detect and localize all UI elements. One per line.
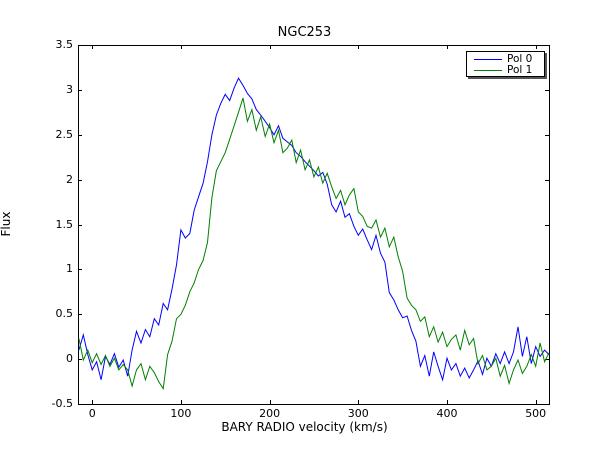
y-axis-label: Flux (0, 211, 13, 237)
legend-entry-pol1: Pol 1 (467, 64, 546, 76)
y-tick-label: 0 (66, 352, 73, 366)
y-tick-label: 3 (66, 82, 73, 96)
x-tick-label: 0 (88, 407, 96, 420)
x-tick-label: 300 (347, 407, 369, 420)
axes-frame (78, 45, 550, 405)
y-tick-label: 2 (66, 172, 73, 186)
x-tick-label: 200 (259, 407, 281, 420)
legend: Pol 0 Pol 1 (466, 51, 545, 77)
x-axis-label: BARY RADIO velocity (km/s) (221, 420, 388, 434)
y-tick-label: 0.5 (55, 307, 74, 321)
legend-label-pol0: Pol 0 (507, 53, 533, 65)
y-tick-label: 1.5 (55, 217, 74, 231)
pol1-spectrum-line (78, 97, 550, 391)
y-tick-label: -0.5 (51, 397, 73, 410)
x-tick-label: 400 (436, 407, 458, 420)
pol0-line-sample-icon (474, 59, 502, 60)
y-tick-label: 1 (66, 262, 73, 276)
legend-label-pol1: Pol 1 (507, 64, 533, 76)
y-tick-label: 2.5 (55, 127, 74, 141)
pol1-line-sample-icon (474, 70, 502, 71)
x-tick-label: 500 (525, 407, 547, 420)
x-tick-label: 100 (170, 407, 192, 420)
pol0-spectrum-line (78, 77, 550, 382)
y-tick-label: 3.5 (55, 38, 74, 51)
chart-title: NGC253 (277, 25, 332, 40)
legend-entry-pol0: Pol 0 (467, 53, 546, 65)
